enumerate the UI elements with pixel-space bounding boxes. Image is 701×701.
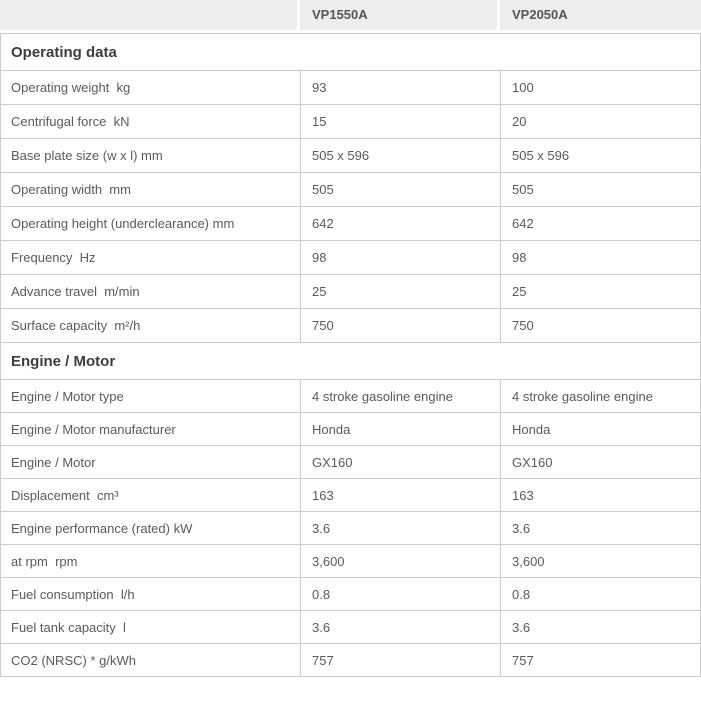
row-value-vp2050a: 3,600 (500, 544, 701, 578)
row-value-vp2050a: 3.6 (500, 511, 701, 545)
row-value-vp1550a: Honda (300, 412, 501, 446)
table-row: Frequency Hz 98 98 (0, 240, 701, 275)
row-label: Surface capacity m²/h (0, 308, 301, 343)
row-label: Advance travel m/min (0, 274, 301, 309)
section-row-engine-motor: Engine / Motor (0, 342, 701, 380)
row-label: Frequency Hz (0, 240, 301, 275)
row-value-vp2050a: 757 (500, 643, 701, 677)
table-row: CO2 (NRSC) * g/kWh 757 757 (0, 643, 701, 677)
row-label: Engine / Motor manufacturer (0, 412, 301, 446)
row-value-vp1550a: 98 (300, 240, 501, 275)
row-label: CO2 (NRSC) * g/kWh (0, 643, 301, 677)
column-header-label: VP1550A (312, 7, 368, 22)
row-value-vp2050a: Honda (500, 412, 701, 446)
table-row: Displacement cm³ 163 163 (0, 478, 701, 512)
column-header-vp1550a: VP1550A (300, 0, 497, 30)
row-label: Engine performance (rated) kW (0, 511, 301, 545)
table-row: Centrifugal force kN 15 20 (0, 104, 701, 139)
row-value-vp2050a: GX160 (500, 445, 701, 479)
row-value-vp2050a: 505 x 596 (500, 138, 701, 173)
row-value-vp2050a: 20 (500, 104, 701, 139)
row-value-vp1550a: 757 (300, 643, 501, 677)
row-label: Engine / Motor (0, 445, 301, 479)
column-header-label: VP2050A (512, 7, 568, 22)
column-header-vp2050a: VP2050A (500, 0, 701, 30)
row-value-vp1550a: 3.6 (300, 511, 501, 545)
table-row: at rpm rpm 3,600 3,600 (0, 544, 701, 578)
table-row: Operating height (underclearance) mm 642… (0, 206, 701, 241)
row-value-vp1550a: GX160 (300, 445, 501, 479)
row-label: Centrifugal force kN (0, 104, 301, 139)
table-row: Engine / Motor type 4 stroke gasoline en… (0, 379, 701, 413)
row-value-vp2050a: 4 stroke gasoline engine (500, 379, 701, 413)
section-title: Engine / Motor (0, 342, 701, 380)
table-row: Base plate size (w x l) mm 505 x 596 505… (0, 138, 701, 173)
row-label: Operating height (underclearance) mm (0, 206, 301, 241)
table-row: Operating weight kg 93 100 (0, 70, 701, 105)
row-value-vp1550a: 163 (300, 478, 501, 512)
table-row: Operating width mm 505 505 (0, 172, 701, 207)
row-label: Operating weight kg (0, 70, 301, 105)
row-label: Fuel tank capacity l (0, 610, 301, 644)
row-label: Displacement cm³ (0, 478, 301, 512)
row-value-vp2050a: 100 (500, 70, 701, 105)
row-value-vp2050a: 750 (500, 308, 701, 343)
row-value-vp1550a: 15 (300, 104, 501, 139)
column-header-empty (0, 0, 297, 30)
row-value-vp1550a: 750 (300, 308, 501, 343)
row-value-vp1550a: 4 stroke gasoline engine (300, 379, 501, 413)
row-value-vp2050a: 505 (500, 172, 701, 207)
table-row: Fuel tank capacity l 3.6 3.6 (0, 610, 701, 644)
row-value-vp1550a: 0.8 (300, 577, 501, 611)
table-row: Advance travel m/min 25 25 (0, 274, 701, 309)
row-value-vp1550a: 505 (300, 172, 501, 207)
column-header-row: VP1550A VP2050A (0, 0, 701, 30)
row-value-vp2050a: 0.8 (500, 577, 701, 611)
table-row: Engine / Motor GX160 GX160 (0, 445, 701, 479)
row-value-vp2050a: 163 (500, 478, 701, 512)
row-value-vp1550a: 505 x 596 (300, 138, 501, 173)
row-value-vp1550a: 93 (300, 70, 501, 105)
row-label: at rpm rpm (0, 544, 301, 578)
row-value-vp1550a: 3.6 (300, 610, 501, 644)
table-row: Surface capacity m²/h 750 750 (0, 308, 701, 343)
row-label: Engine / Motor type (0, 379, 301, 413)
row-label: Base plate size (w x l) mm (0, 138, 301, 173)
section-title: Operating data (0, 33, 701, 71)
table-row: Fuel consumption l/h 0.8 0.8 (0, 577, 701, 611)
row-label: Operating width mm (0, 172, 301, 207)
row-value-vp1550a: 25 (300, 274, 501, 309)
row-value-vp1550a: 3,600 (300, 544, 501, 578)
row-value-vp1550a: 642 (300, 206, 501, 241)
table-row: Engine performance (rated) kW 3.6 3.6 (0, 511, 701, 545)
spec-table: Operating data Operating weight kg 93 10… (0, 33, 701, 677)
row-label: Fuel consumption l/h (0, 577, 301, 611)
table-row: Engine / Motor manufacturer Honda Honda (0, 412, 701, 446)
row-value-vp2050a: 3.6 (500, 610, 701, 644)
row-value-vp2050a: 25 (500, 274, 701, 309)
row-value-vp2050a: 642 (500, 206, 701, 241)
section-row-operating-data: Operating data (0, 33, 701, 71)
row-value-vp2050a: 98 (500, 240, 701, 275)
